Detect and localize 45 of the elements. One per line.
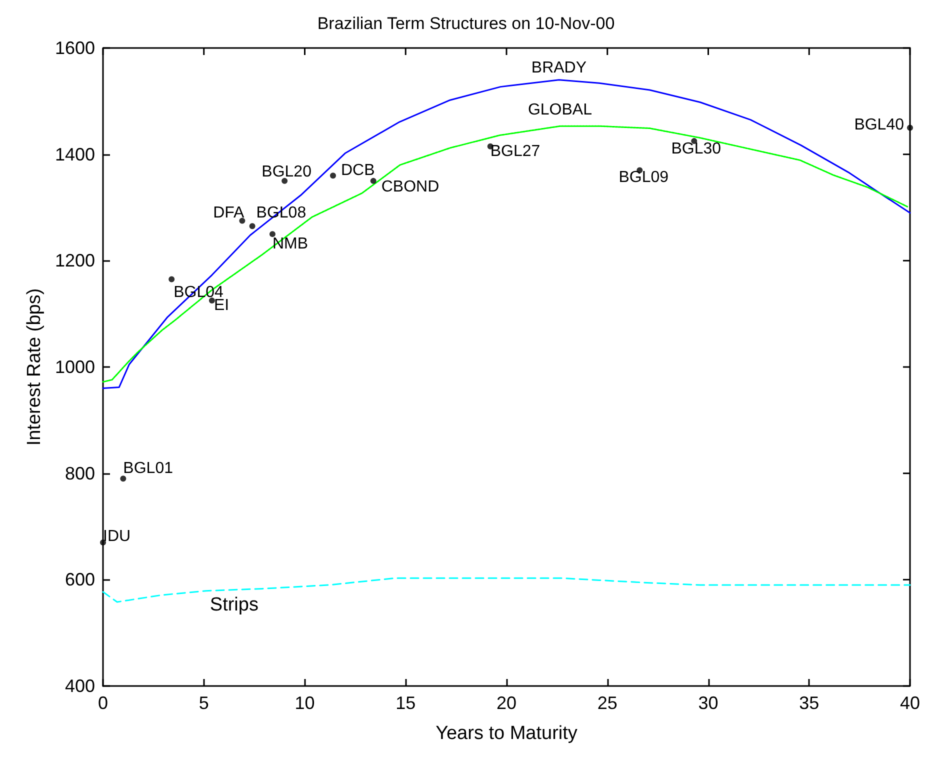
annotation: NMB (272, 236, 308, 253)
x-tick-label: 30 (698, 693, 718, 713)
annotation: EI (214, 297, 230, 314)
x-tick-label: 20 (496, 693, 517, 713)
y-tick-label: 400 (64, 676, 95, 696)
point (120, 476, 126, 482)
point (249, 223, 256, 230)
x-tick-label: 0 (98, 693, 108, 713)
line-series (102, 79, 911, 390)
y-tick-label: 1600 (54, 38, 95, 58)
x-tick-label: 15 (396, 693, 416, 713)
point (239, 218, 246, 224)
x-tick-label: 40 (900, 693, 920, 713)
y-tick-label: 1200 (54, 250, 95, 271)
x-tick-label: 10 (294, 693, 315, 713)
y-tick-label: 600 (64, 570, 95, 590)
point (168, 276, 175, 282)
annotation: BGL40 (854, 116, 904, 134)
point (907, 124, 913, 131)
chart-title: Brazilian Term Structures on 10-Nov-00 (317, 14, 615, 33)
y-tick-label: 800 (64, 463, 95, 484)
annotation: BGL09 (618, 168, 669, 186)
y-tick-label: 1000 (54, 357, 95, 377)
annotation: DFA (213, 204, 245, 222)
x-tick-label: 25 (597, 693, 618, 713)
x-tick-label: 5 (198, 693, 209, 713)
annotation: BGL27 (490, 142, 540, 160)
point (282, 178, 288, 184)
point (269, 231, 276, 238)
annotation: BGL30 (671, 140, 722, 158)
point (370, 178, 376, 184)
series-label: GLOBAL (528, 102, 592, 119)
annotation: IDU (103, 528, 131, 545)
series-label: Strips (210, 594, 258, 616)
annotation: BGL20 (262, 163, 312, 180)
y-axis-title: Interest Rate (bps) (24, 288, 46, 446)
annotation: BGL01 (123, 460, 174, 478)
annotation: CBOND (381, 178, 440, 196)
y-tick-label: 1400 (54, 144, 95, 164)
point (330, 172, 336, 179)
point (100, 539, 106, 546)
annotation: DCB (340, 162, 375, 180)
x-tick-label: 35 (799, 693, 820, 713)
series-label: BRADY (531, 59, 587, 76)
x-axis-title: Years to Maturity (436, 723, 578, 744)
